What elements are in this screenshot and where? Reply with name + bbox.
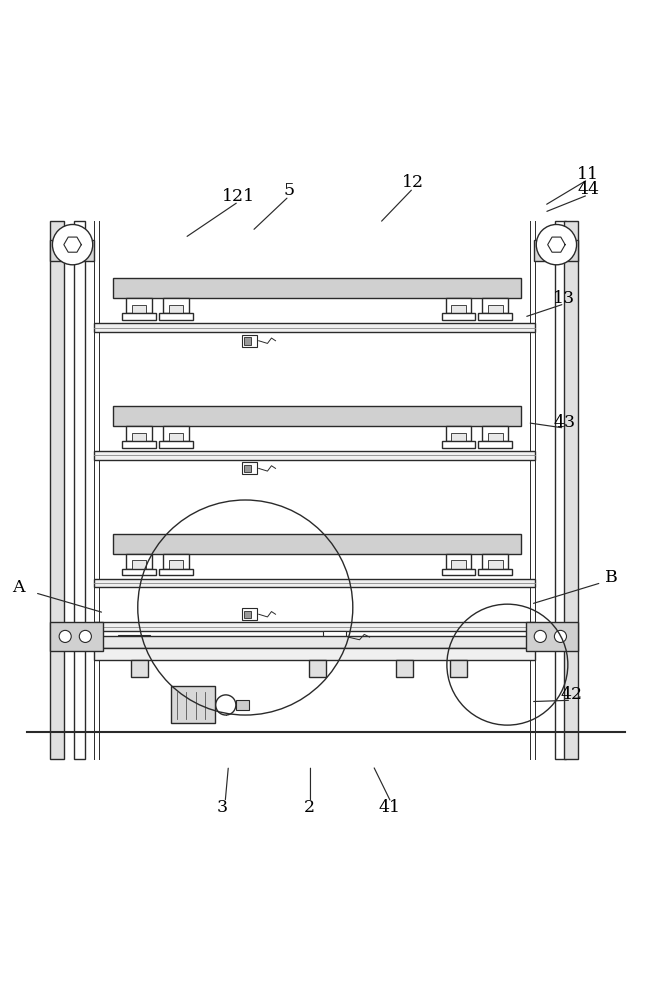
Bar <box>94 451 535 460</box>
Bar <box>236 700 249 710</box>
Circle shape <box>79 630 91 642</box>
Bar <box>74 221 85 759</box>
Bar <box>113 406 521 426</box>
Text: 13: 13 <box>554 290 575 307</box>
Bar <box>442 441 475 448</box>
Bar <box>118 635 150 651</box>
Bar <box>159 313 193 320</box>
Bar <box>482 426 508 441</box>
Bar <box>396 660 413 677</box>
Bar <box>169 305 183 313</box>
Bar <box>478 441 512 448</box>
Bar <box>564 221 578 759</box>
Bar <box>94 622 535 631</box>
Text: 3: 3 <box>216 799 227 816</box>
Bar <box>94 579 535 587</box>
Bar <box>121 636 130 646</box>
Bar <box>131 660 148 677</box>
Bar <box>446 426 471 441</box>
Text: A: A <box>13 579 25 596</box>
Bar <box>113 534 521 554</box>
Text: 44: 44 <box>577 181 599 198</box>
Bar <box>482 554 508 569</box>
Bar <box>122 441 156 448</box>
Bar <box>242 608 257 620</box>
Circle shape <box>554 630 566 642</box>
Bar <box>244 465 251 472</box>
Circle shape <box>534 630 546 642</box>
Bar <box>450 660 467 677</box>
Circle shape <box>536 224 577 265</box>
Text: 42: 42 <box>560 686 582 703</box>
Bar <box>50 240 94 261</box>
Text: 5: 5 <box>284 182 294 199</box>
Bar <box>451 560 466 569</box>
Bar <box>163 554 189 569</box>
Text: 121: 121 <box>222 188 255 205</box>
Bar <box>113 278 521 298</box>
Bar <box>94 648 535 660</box>
Bar <box>169 433 183 441</box>
Bar <box>555 221 566 759</box>
Bar <box>242 335 257 347</box>
Bar <box>94 636 535 648</box>
Text: B: B <box>605 569 618 586</box>
Bar <box>488 305 503 313</box>
Bar <box>122 569 156 575</box>
Bar <box>163 298 189 313</box>
Bar <box>442 569 475 575</box>
Bar <box>244 337 251 345</box>
Bar <box>132 433 146 441</box>
Bar <box>451 433 466 441</box>
Bar <box>159 569 193 575</box>
Bar <box>442 313 475 320</box>
Bar <box>122 313 156 320</box>
Bar <box>50 221 64 759</box>
Circle shape <box>52 224 93 265</box>
Bar <box>163 426 189 441</box>
Bar <box>482 298 508 313</box>
Bar <box>451 305 466 313</box>
Circle shape <box>59 630 71 642</box>
Bar <box>94 323 535 332</box>
Text: 2: 2 <box>304 799 314 816</box>
Bar <box>446 554 471 569</box>
Bar <box>171 686 215 723</box>
Text: 41: 41 <box>379 799 401 816</box>
Bar <box>159 441 193 448</box>
Bar <box>242 462 257 474</box>
Bar <box>132 305 146 313</box>
Bar <box>169 560 183 569</box>
Bar <box>126 426 152 441</box>
Bar <box>526 622 578 651</box>
Bar <box>478 313 512 320</box>
Bar <box>50 622 103 651</box>
Bar <box>244 611 251 618</box>
Bar <box>323 631 346 643</box>
Bar <box>478 569 512 575</box>
Bar <box>309 660 326 677</box>
Bar <box>488 433 503 441</box>
Bar <box>488 560 503 569</box>
Bar <box>126 554 152 569</box>
Bar <box>126 298 152 313</box>
Circle shape <box>216 695 236 715</box>
Text: 11: 11 <box>577 166 599 183</box>
Bar <box>534 240 578 261</box>
Text: 12: 12 <box>403 174 424 191</box>
Text: 43: 43 <box>554 414 575 431</box>
Bar <box>132 560 146 569</box>
Bar <box>446 298 471 313</box>
